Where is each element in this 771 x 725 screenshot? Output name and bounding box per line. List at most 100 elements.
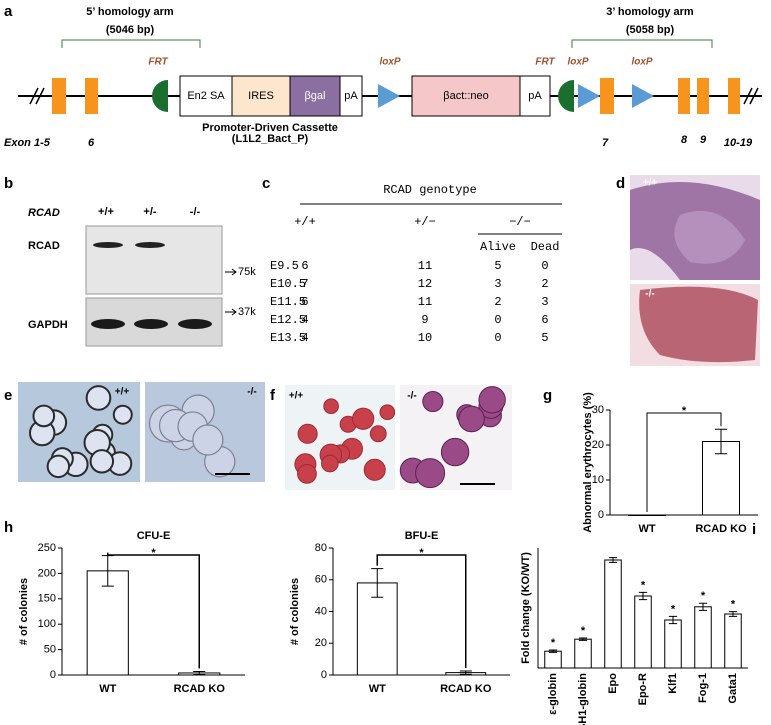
neo-part: βact::neo — [443, 90, 488, 102]
loxp-site — [632, 84, 654, 108]
image-labels: +/+ -/- +/+ -/- — [115, 387, 495, 485]
cassette-part: IRES — [248, 90, 274, 102]
y-tick-label: 250 — [38, 542, 56, 554]
histology-images: +/+ -/- — [630, 175, 760, 366]
neo-part: pA — [528, 90, 542, 102]
table-header: +/+ — [294, 215, 316, 229]
genotype-label: +/+ — [98, 206, 114, 218]
y-tick-label: 10 — [592, 474, 604, 486]
x-tick-label: Gata1 — [727, 673, 739, 704]
significance-star: * — [731, 599, 736, 611]
exon — [600, 78, 614, 114]
break-mark — [743, 87, 759, 105]
image-label: -/- — [645, 289, 654, 300]
y-tick-label: 50 — [44, 644, 56, 656]
error-bar — [668, 615, 678, 625]
y-tick-label: 20 — [592, 439, 604, 451]
exon — [728, 78, 740, 114]
table-cell: 4 — [301, 331, 308, 345]
cell — [321, 454, 339, 473]
significance-bracket — [107, 552, 200, 669]
x-tick-label: WT — [99, 683, 116, 695]
table-cell: 9 — [421, 313, 428, 327]
blot-band — [178, 319, 212, 329]
break-mark — [29, 87, 45, 105]
bar — [724, 613, 742, 669]
table-cell: 6 — [301, 259, 308, 273]
image-label: -/- — [247, 387, 256, 398]
cassette-label: Promoter-Driven Cassette — [202, 122, 338, 134]
blot-band — [91, 319, 125, 329]
tissue — [639, 286, 758, 363]
cassette-part: En2 SA — [187, 90, 225, 102]
exon — [697, 78, 709, 114]
panel-label: e — [4, 387, 12, 404]
arm-bracket — [61, 39, 201, 48]
cell — [422, 390, 444, 413]
error-bar — [548, 649, 558, 653]
panel-label: i — [752, 521, 756, 538]
exon — [85, 78, 98, 114]
chart-title: CFU-E — [137, 530, 171, 542]
y-tick-label: 0 — [50, 669, 56, 681]
arm-label: 3’ homology arm — [606, 6, 694, 18]
table-cell: 11 — [418, 295, 432, 309]
marker-arrow — [225, 268, 237, 276]
blot-band — [135, 242, 165, 248]
y-axis-label: Fold change (KO/WT) — [520, 552, 532, 664]
panel-label: d — [616, 175, 625, 192]
table-cell: 5 — [494, 259, 501, 273]
y-tick-label: 20 — [315, 637, 327, 649]
cell — [297, 464, 317, 484]
neo-box — [519, 75, 551, 117]
table-subheader: Dead — [531, 240, 560, 254]
table-cell: 5 — [541, 331, 548, 345]
table-cell: 6 — [541, 313, 548, 327]
cassette-box — [179, 75, 233, 117]
arm-label: 5’ homology arm — [86, 6, 174, 18]
cell — [192, 424, 224, 456]
genotype-label: +/- — [143, 206, 156, 218]
exon-label: Exon 1-5 — [4, 137, 51, 149]
feature-label: loxP — [631, 57, 652, 68]
table-cell: 4 — [301, 313, 308, 327]
table-cell: 10 — [418, 331, 432, 345]
x-tick-label: WT — [369, 683, 386, 695]
cell — [363, 458, 386, 481]
table-cell: 0 — [541, 259, 548, 273]
error-bar — [638, 591, 648, 601]
cell — [85, 385, 112, 411]
loxp-site — [578, 84, 600, 108]
error-bar — [728, 611, 738, 617]
frt-site — [152, 80, 168, 112]
x-tick-label: Klf1 — [667, 673, 679, 694]
blot-membrane — [85, 225, 223, 295]
y-tick-label: 150 — [38, 593, 56, 605]
significance-star: * — [581, 625, 586, 637]
significance-star: * — [419, 547, 424, 559]
construct-diagram: 5’ homology arm (5046 bp) 3’ homology ar… — [4, 6, 762, 149]
cassette-part: pA — [344, 90, 358, 102]
image-label: +/+ — [643, 178, 658, 189]
exon — [52, 78, 66, 114]
feature-label: FRT — [535, 57, 555, 68]
table-cell: 11 — [418, 259, 432, 273]
x-tick-label: WT — [638, 523, 655, 535]
y-tick-label: 100 — [38, 618, 56, 630]
marker-arrow — [225, 308, 237, 316]
table-cell: E9.5 — [270, 259, 299, 273]
significance-bracket — [646, 412, 722, 512]
blot-band — [134, 319, 168, 329]
cell — [458, 405, 485, 433]
significance-bracket — [376, 554, 467, 669]
blot-band — [93, 242, 123, 248]
bar — [694, 606, 712, 669]
x-tick-label: ε-globin — [547, 673, 559, 715]
bar — [574, 638, 592, 669]
y-axis-label: Abnormal erythrocytes (%) — [582, 392, 594, 533]
cell-images — [285, 385, 512, 490]
x-tick-label: Epo-R — [637, 673, 649, 705]
error-bar — [715, 428, 727, 455]
cassette-id: (L1L2_Bact_P) — [232, 133, 309, 145]
significance-star: * — [551, 637, 556, 649]
